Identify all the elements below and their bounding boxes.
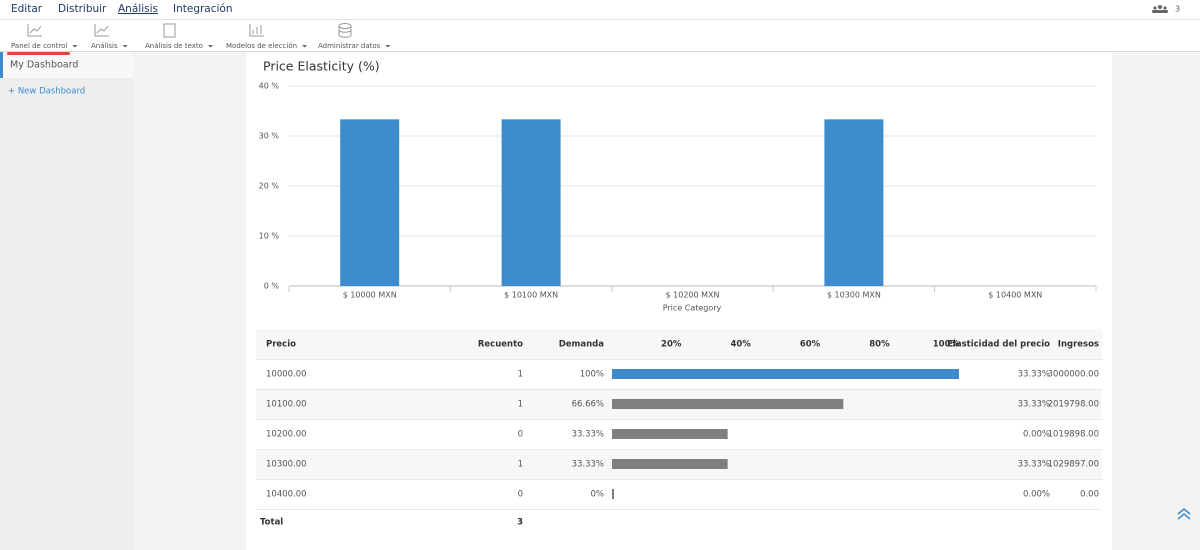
chart-title: Price Elasticity (%) [263,59,380,74]
revenue-cell: 0.00 [1080,490,1099,500]
demand-bar [612,489,614,499]
demand-scale-label: 20% [661,340,682,350]
demand-bar [612,459,728,469]
elasticity-cell: 0.00% [1023,430,1050,440]
icon [338,26,352,38]
revenue-cell: 1019898.00 [1048,430,1099,440]
y-tick-label: 20 % [259,182,280,191]
dropdown-caret [72,45,78,48]
y-tick-label: 40 % [259,82,280,91]
toolbar-item[interactable]: Panel de control [11,42,67,50]
bar [340,119,400,286]
price-cell: 10000.00 [266,370,307,380]
demand-bar [612,399,844,409]
nav-item[interactable]: Editar [11,3,43,15]
table-header: Ingresos [1058,340,1099,350]
x-tick-label: $ 10400 MXN [988,291,1042,300]
users-icon [1152,5,1168,13]
sidebar-bg [0,52,133,550]
elasticity-cell: 33.33% [1018,370,1050,380]
nav-item[interactable]: Integración [173,3,233,15]
demand-scale-label: 80% [869,340,890,350]
count-cell: 1 [518,370,523,380]
table-header: Demanda [559,340,605,350]
total-count: 3 [517,518,523,528]
user-count: 3 [1175,5,1180,14]
demand-scale-label: 100% [933,340,960,350]
price-cell: 10300.00 [266,460,307,470]
x-tick-label: $ 10100 MXN [504,291,558,300]
count-cell: 0 [518,490,523,500]
x-tick-label: $ 10300 MXN [827,291,881,300]
total-label: Total [260,518,283,528]
y-tick-label: 0 % [264,282,280,291]
y-tick-label: 30 % [259,132,280,141]
header-bg [0,0,1200,52]
demand-cell: 0% [591,490,605,500]
price-cell: 10200.00 [266,430,307,440]
dropdown-caret [302,45,308,48]
toolbar-item[interactable]: Administrar datos [318,42,381,50]
table-header: Recuento [478,340,523,350]
elasticity-cell: 0.00% [1023,490,1050,500]
sidebar-active [0,52,133,78]
table-header: Elasticidad del precio [947,340,1050,350]
x-axis-label: Price Category [663,304,722,313]
revenue-cell: 1029897.00 [1048,460,1099,470]
x-tick-label: $ 10000 MXN [343,291,397,300]
count-cell: 1 [518,400,523,410]
price-cell: 10400.00 [266,490,307,500]
icon [1152,10,1168,13]
revenue-cell: 3000000.00 [1048,370,1099,380]
demand-scale-label: 40% [730,340,751,350]
x-tick-label: $ 10200 MXN [666,291,720,300]
demand-cell: 66.66% [572,400,604,410]
bar [501,119,561,286]
count-cell: 0 [518,430,523,440]
bar [824,119,884,286]
icon [94,24,109,37]
count-cell: 1 [518,460,523,470]
demand-cell: 100% [580,370,604,380]
toolbar-item[interactable]: Modelos de elección [226,42,297,50]
elasticity-cell: 33.33% [1018,400,1050,410]
sidebar-item[interactable]: My Dashboard [10,60,78,71]
demand-bar [612,429,728,439]
icon [1158,5,1162,9]
dropdown-caret [207,45,213,48]
nav-item[interactable]: Análisis [118,3,158,15]
table-header-bg [256,329,1102,359]
demand-bar [612,369,959,379]
dropdown-caret [122,45,128,48]
icon [1153,6,1157,10]
sidebar-active-marker [0,52,3,78]
elasticity-cell: 33.33% [1018,460,1050,470]
icon [27,24,42,37]
toolbar-icons [27,23,352,38]
icon [163,23,176,38]
demand-scale-label: 60% [800,340,821,350]
dropdown-caret [385,45,391,48]
revenue-cell: 2019798.00 [1048,400,1099,410]
toolbar-item[interactable]: Análisis [91,42,118,50]
table-header: Precio [266,340,296,350]
icon [1163,6,1167,10]
highlight-mark [7,52,70,55]
y-tick-label: 10 % [259,232,280,241]
demand-cell: 33.33% [572,460,604,470]
toolbar-item[interactable]: Análisis de texto [145,42,203,50]
icon [249,24,264,37]
demand-cell: 33.33% [572,430,604,440]
scroll-top-icon[interactable] [1177,508,1191,520]
nav-item[interactable]: Distribuir [58,3,107,15]
sidebar-link[interactable]: + New Dashboard [8,87,85,97]
price-cell: 10100.00 [266,400,307,410]
